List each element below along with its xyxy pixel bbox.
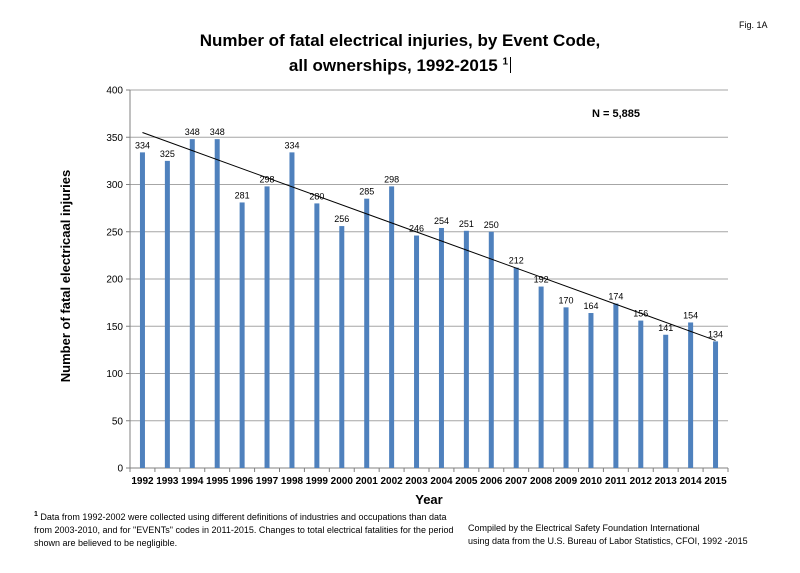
- bar: [488, 231, 494, 468]
- y-tick-label: 100: [106, 369, 123, 380]
- data-label: 334: [284, 140, 299, 150]
- x-tick-label: 1995: [206, 476, 229, 487]
- data-label: 285: [359, 187, 374, 197]
- bar: [438, 227, 444, 468]
- x-tick-label: 2006: [480, 476, 503, 487]
- x-tick-label: 2007: [505, 476, 528, 487]
- footnote: 1 Data from 1992-2002 were collected usi…: [34, 508, 454, 550]
- bar: [239, 202, 245, 468]
- bar: [389, 186, 395, 468]
- y-tick-label: 350: [106, 133, 123, 144]
- x-tick-label: 2001: [356, 476, 379, 487]
- x-tick-label: 2003: [405, 476, 428, 487]
- data-label: 281: [235, 190, 250, 200]
- x-tick-label: 2014: [680, 476, 703, 487]
- bar: [713, 341, 719, 468]
- bar: [364, 198, 370, 469]
- data-label: 134: [708, 329, 723, 339]
- data-label: 348: [210, 127, 225, 137]
- bar: [588, 313, 594, 468]
- bar: [264, 186, 270, 468]
- x-tick-label: 1993: [156, 476, 179, 487]
- bar: [463, 230, 469, 468]
- data-label: 212: [509, 256, 524, 266]
- data-label: 164: [583, 301, 598, 311]
- bar: [688, 322, 694, 468]
- data-label: 348: [185, 127, 200, 137]
- figure-label: Fig. 1A: [739, 20, 768, 30]
- bar: [638, 320, 644, 468]
- credit-line-2: using data from the U.S. Bureau of Labor…: [468, 536, 748, 546]
- data-label: 192: [534, 275, 549, 285]
- bar: [538, 286, 544, 468]
- data-label: 174: [608, 292, 623, 302]
- text-cursor: [510, 57, 512, 73]
- x-tick-label: 1992: [131, 476, 154, 487]
- bar: [339, 226, 345, 468]
- data-label: 298: [384, 174, 399, 184]
- y-axis-title: Number of fatal electricaal injuries: [58, 170, 73, 382]
- x-tick-label: 2015: [704, 476, 727, 487]
- title-footnote-mark: 1: [502, 56, 509, 68]
- bar: [139, 152, 145, 468]
- data-label: 246: [409, 224, 424, 234]
- chart-title-line2: all ownerships, 1992-2015 1: [160, 56, 640, 76]
- data-label: 250: [484, 220, 499, 230]
- x-tick-label: 1998: [281, 476, 304, 487]
- data-label: 170: [559, 295, 574, 305]
- x-tick-label: 1996: [231, 476, 254, 487]
- data-label: 254: [434, 216, 449, 226]
- chart-title-text2: all ownerships, 1992-2015: [288, 56, 498, 75]
- footnote-text: Data from 1992-2002 were collected using…: [34, 512, 454, 548]
- x-tick-label: 1994: [181, 476, 204, 487]
- y-tick-label: 250: [106, 227, 123, 238]
- credit-line-1: Compiled by the Electrical Safety Founda…: [468, 523, 700, 533]
- data-label: 141: [658, 323, 673, 333]
- bar: [164, 160, 170, 468]
- x-tick-label: 2011: [605, 476, 627, 487]
- x-tick-label: 2004: [430, 476, 453, 487]
- data-label: 298: [260, 174, 275, 184]
- bar: [189, 139, 195, 468]
- bar: [513, 267, 519, 468]
- x-tick-label: 2000: [331, 476, 354, 487]
- x-axis-title: Year: [415, 492, 442, 507]
- x-tick-label: 1997: [256, 476, 279, 487]
- chart-title-line1: Number of fatal electrical injuries, by …: [160, 31, 640, 51]
- data-label: 334: [135, 140, 150, 150]
- x-tick-label: 2012: [630, 476, 653, 487]
- y-tick-label: 150: [106, 322, 123, 333]
- bar: [289, 152, 295, 468]
- bar: [414, 235, 420, 468]
- x-tick-label: 1999: [306, 476, 329, 487]
- footnote-mark: 1: [34, 511, 38, 518]
- data-label: 325: [160, 149, 175, 159]
- y-tick-label: 50: [112, 416, 124, 427]
- data-label: 280: [309, 191, 324, 201]
- bar: [563, 307, 569, 468]
- n-annotation: N = 5,885: [592, 108, 640, 120]
- bar: [663, 334, 669, 468]
- x-tick-label: 2002: [381, 476, 404, 487]
- x-tick-label: 2009: [555, 476, 578, 487]
- source-credit: Compiled by the Electrical Safety Founda…: [468, 522, 748, 548]
- bar: [314, 203, 320, 468]
- y-tick-label: 200: [106, 275, 123, 286]
- x-tick-label: 2008: [530, 476, 553, 487]
- y-tick-label: 300: [106, 180, 123, 191]
- x-tick-label: 2013: [655, 476, 678, 487]
- chart-title-text1: Number of fatal electrical injuries, by …: [199, 31, 601, 50]
- x-tick-label: 2005: [455, 476, 478, 487]
- bar: [613, 303, 619, 468]
- data-label: 154: [683, 310, 698, 320]
- trendline: [142, 132, 716, 341]
- x-tick-label: 2010: [580, 476, 603, 487]
- y-tick-label: 400: [106, 86, 123, 97]
- bar: [214, 139, 220, 468]
- data-label: 256: [334, 214, 349, 224]
- y-tick-label: 0: [117, 464, 123, 475]
- data-label: 251: [459, 219, 474, 229]
